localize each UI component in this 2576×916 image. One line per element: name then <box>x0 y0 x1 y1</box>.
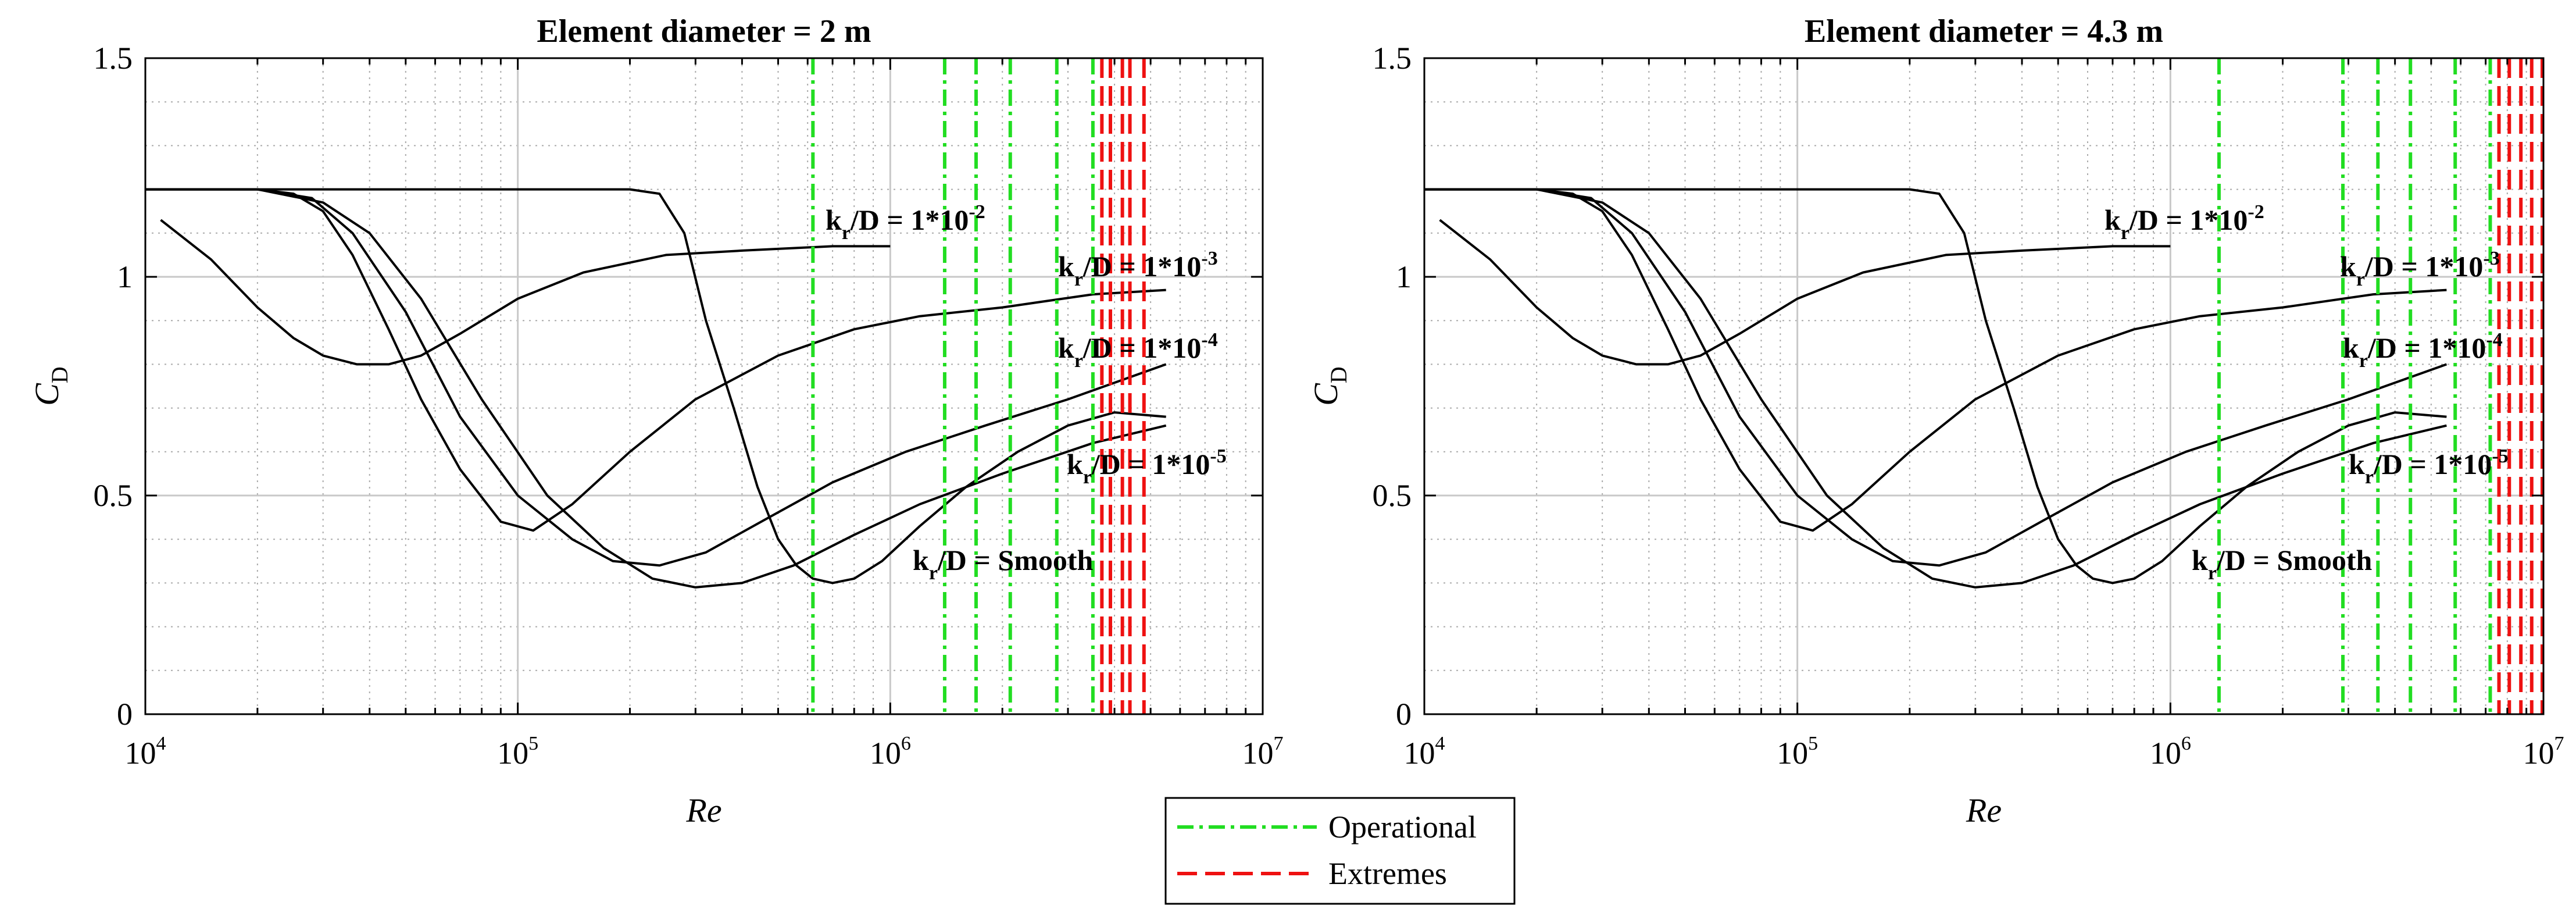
chart-title: Element diameter = 4.3 m <box>1805 13 2163 49</box>
y-tick-label: 1 <box>1396 259 1412 294</box>
y-tick-label: 0.5 <box>1373 478 1412 513</box>
axes-box <box>144 57 1264 715</box>
y-tick-label: 0 <box>1396 697 1412 732</box>
y-tick-label: 0.5 <box>94 478 133 513</box>
curve-annotation: kr/D = Smooth <box>2192 544 2373 584</box>
cd-curve-4 <box>1439 219 2171 366</box>
x-tick-label: 107 <box>1242 733 1284 771</box>
x-tick-label: 106 <box>870 733 911 771</box>
cd-curve-1 <box>145 188 1166 532</box>
cd-curve-2 <box>145 188 1167 567</box>
curve-annotation: kr/D = 1*10-3 <box>1058 248 1218 290</box>
cd-curve-3 <box>1424 188 2447 589</box>
x-tick-label: 105 <box>1777 733 1818 771</box>
y-tick-label: 0 <box>117 697 133 732</box>
legend-box <box>1164 797 1516 905</box>
x-tick-label: 106 <box>2150 733 2191 771</box>
legend-label-operational: Operational <box>1328 810 1477 844</box>
x-axis-label: Re <box>685 792 721 829</box>
x-tick-label: 104 <box>1404 733 1445 771</box>
plot-area <box>145 58 1263 714</box>
tick-marks <box>1423 57 2543 715</box>
curve-annotation: kr/D = 1*10-3 <box>2340 248 2500 290</box>
curve-annotations: kr/D = 1*10-2 kr/D = 1*10-3 kr/D = 1*10-4 k… <box>826 201 1227 584</box>
curve-annotation: kr/D = 1*10-5 <box>2349 445 2509 488</box>
x-tick-label: 105 <box>497 733 538 771</box>
plot-area <box>1424 58 2543 714</box>
legend-label-extremes: Extremes <box>1328 856 1447 891</box>
x-axis-label: Re <box>1966 792 2002 829</box>
cd-curve-1 <box>1424 188 2447 532</box>
y-tick-label: 1 <box>117 259 133 294</box>
chart-panel-left: kr/D = 1*10-2 kr/D = 1*10-3 kr/D = 1*10-4 k… <box>28 13 1284 829</box>
cd-curve-0 <box>1424 188 2447 584</box>
condition-lines <box>2217 58 2544 714</box>
curves <box>1424 188 2448 589</box>
cd-curve-4 <box>160 219 891 366</box>
curve-annotation: kr/D = 1*10-4 <box>2343 329 2503 372</box>
curve-annotation: kr/D = 1*10-2 <box>2105 201 2264 244</box>
chart-panel-right: kr/D = 1*10-2 kr/D = 1*10-3 kr/D = 1*10-4 k… <box>1307 13 2564 829</box>
curve-annotation: kr/D = Smooth <box>913 544 1094 584</box>
condition-lines <box>811 58 1146 714</box>
legend: Operational Extremes <box>1164 797 1516 905</box>
curve-annotation: kr/D = 1*10-4 <box>1058 329 1218 372</box>
cd-curve-2 <box>1424 188 2448 567</box>
curves <box>145 188 1167 589</box>
x-tick-label: 107 <box>2523 733 2564 771</box>
y-tick-label: 1.5 <box>1373 41 1412 76</box>
chart-title: Element diameter = 2 m <box>537 13 871 49</box>
tick-marks <box>144 57 1263 715</box>
cd-curve-3 <box>145 188 1167 589</box>
curve-annotation: kr/D = 1*10-2 <box>826 201 985 244</box>
y-tick-label: 1.5 <box>94 41 133 76</box>
y-axis-label: CD <box>1307 366 1352 406</box>
curve-annotations: kr/D = 1*10-2 kr/D = 1*10-3 kr/D = 1*10-4 k… <box>2105 201 2509 584</box>
axes-box <box>1423 57 2545 715</box>
y-axis-label: CD <box>28 366 73 406</box>
curve-annotation: kr/D = 1*10-5 <box>1067 445 1227 488</box>
x-tick-label: 104 <box>125 733 166 771</box>
